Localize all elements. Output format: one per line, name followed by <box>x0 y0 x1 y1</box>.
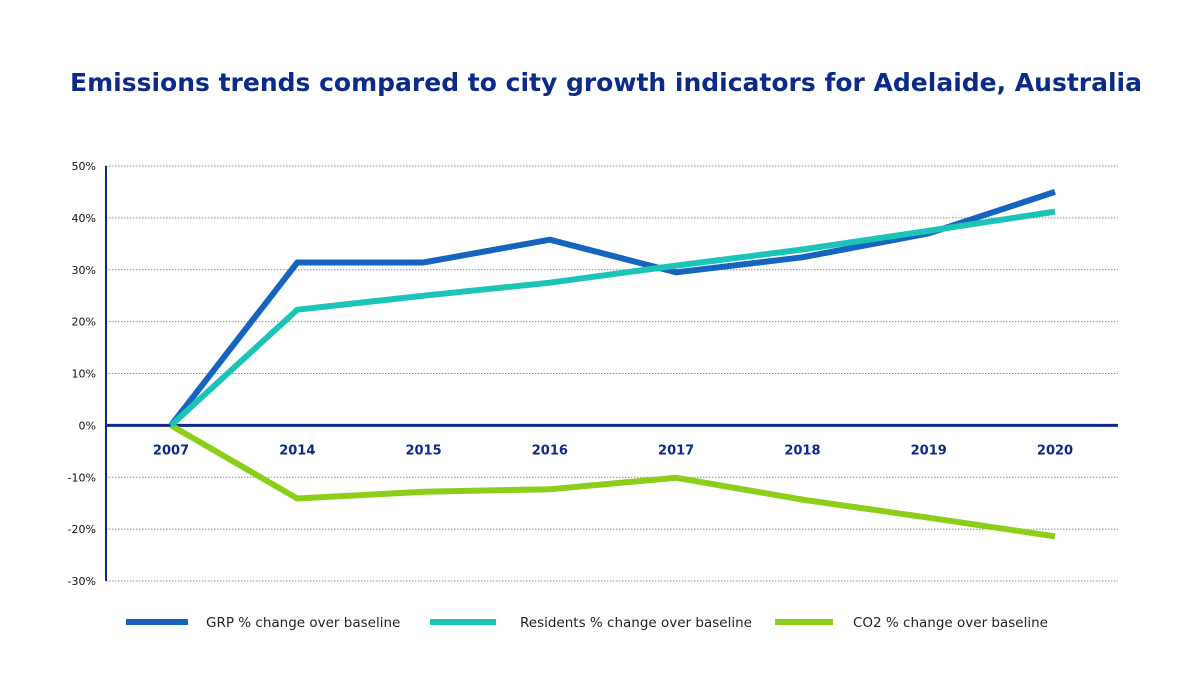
y-tick-label: -30% <box>68 575 96 588</box>
x-tick-label: 2007 <box>153 443 189 458</box>
chart-title: Emissions trends compared to city growth… <box>70 68 1142 97</box>
legend-label: CO2 % change over baseline <box>853 615 1048 631</box>
y-tick-label: 20% <box>72 316 96 329</box>
y-tick-label: 0% <box>79 419 96 432</box>
y-tick-label: 50% <box>72 160 96 173</box>
gridlines <box>106 165 1118 582</box>
x-tick-label: 2017 <box>658 443 694 458</box>
x-tick-label: 2019 <box>911 443 947 458</box>
x-tick-label: 2015 <box>405 443 441 458</box>
x-tick-label: 2016 <box>532 443 568 458</box>
legend-label: Residents % change over baseline <box>520 615 752 631</box>
y-tick-label: 10% <box>72 368 96 381</box>
x-tick-label: 2014 <box>279 443 315 458</box>
series-line-3 <box>169 422 1056 540</box>
x-tick-label: 2020 <box>1037 443 1073 458</box>
y-tick-label: 30% <box>72 264 96 277</box>
y-tick-label: -20% <box>68 523 96 536</box>
series-line-2 <box>168 208 1056 428</box>
y-tick-label: 40% <box>72 212 96 225</box>
axes <box>105 166 1118 581</box>
y-tick-labels: 50% 40% 30% 20% 10% 0% -10% -20% -30% <box>68 160 96 588</box>
x-tick-label: 2018 <box>784 443 820 458</box>
y-tick-label: -10% <box>68 471 96 484</box>
legend-label: GRP % change over baseline <box>206 615 400 631</box>
x-tick-labels: 2007 2014 2015 2016 2017 2018 2019 2020 <box>153 443 1073 458</box>
legend: GRP % change over baseline Residents % ch… <box>126 615 1048 631</box>
series-lines <box>168 189 1056 540</box>
series-line-1 <box>168 189 1056 428</box>
